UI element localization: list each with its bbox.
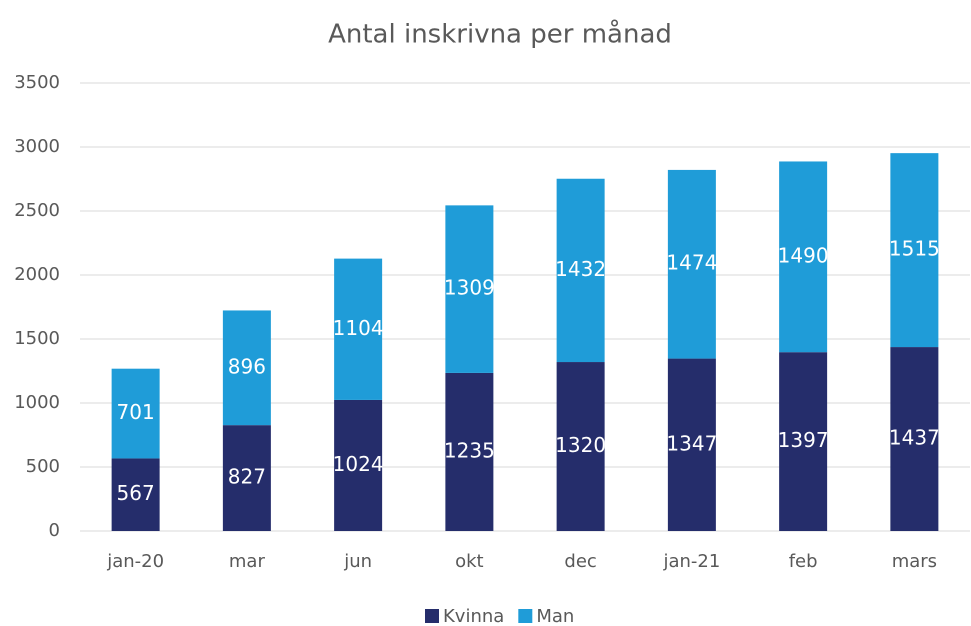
bar-segment xyxy=(667,169,716,359)
x-tick-label: dec xyxy=(564,551,596,572)
x-tick-label: jan-21 xyxy=(662,551,720,572)
data-label: 1437 xyxy=(889,426,940,450)
bar-segment xyxy=(445,372,494,531)
x-tick-label: jan-20 xyxy=(106,551,164,572)
legend-label: Kvinna xyxy=(443,606,504,626)
bar-segment xyxy=(779,161,828,353)
data-label: 1024 xyxy=(333,452,384,476)
y-tick-label: 3000 xyxy=(14,136,60,157)
bar-segment xyxy=(222,310,271,426)
data-label: 1235 xyxy=(444,438,495,462)
data-label: 701 xyxy=(117,400,155,424)
x-tick-label: mars xyxy=(892,551,937,572)
bar-segment xyxy=(334,399,383,531)
data-label: 1432 xyxy=(555,257,606,281)
chart-title: Antal inskrivna per månad xyxy=(328,19,672,50)
data-label: 1490 xyxy=(778,243,829,267)
data-label: 1320 xyxy=(555,433,606,457)
y-tick-label: 2000 xyxy=(14,264,60,285)
x-tick-label: feb xyxy=(789,551,818,572)
data-label: 896 xyxy=(228,354,266,378)
bar-segment xyxy=(111,368,160,459)
bar-segment xyxy=(890,347,939,531)
legend-label: Man xyxy=(536,606,574,626)
y-tick-label: 0 xyxy=(49,520,60,541)
y-tick-label: 1500 xyxy=(14,328,60,349)
legend-swatch xyxy=(518,609,533,623)
bar-segment xyxy=(111,458,160,531)
data-label: 1397 xyxy=(778,428,829,452)
bar-segment xyxy=(667,358,716,531)
bar-segment xyxy=(556,362,605,531)
bar-segment xyxy=(890,153,939,348)
data-label: 1309 xyxy=(444,276,495,300)
data-label: 1347 xyxy=(666,431,717,455)
x-tick-label: okt xyxy=(455,551,484,572)
data-label: 567 xyxy=(117,481,155,505)
bar-segment xyxy=(334,258,383,400)
bar-segment xyxy=(779,352,828,531)
y-tick-label: 3500 xyxy=(14,72,60,93)
bar-segment xyxy=(222,425,271,531)
y-tick-label: 2500 xyxy=(14,200,60,221)
legend-swatch xyxy=(425,609,439,623)
bar-segment xyxy=(445,205,494,373)
bar-segment xyxy=(556,178,605,363)
data-label: 827 xyxy=(228,465,266,489)
y-tick-label: 1000 xyxy=(14,392,60,413)
x-tick-label: mar xyxy=(229,551,266,572)
data-label: 1104 xyxy=(333,316,384,340)
x-tick-label: jun xyxy=(343,551,372,572)
y-tick-label: 500 xyxy=(26,456,60,477)
data-label: 1515 xyxy=(889,237,940,261)
data-label: 1474 xyxy=(666,251,717,275)
